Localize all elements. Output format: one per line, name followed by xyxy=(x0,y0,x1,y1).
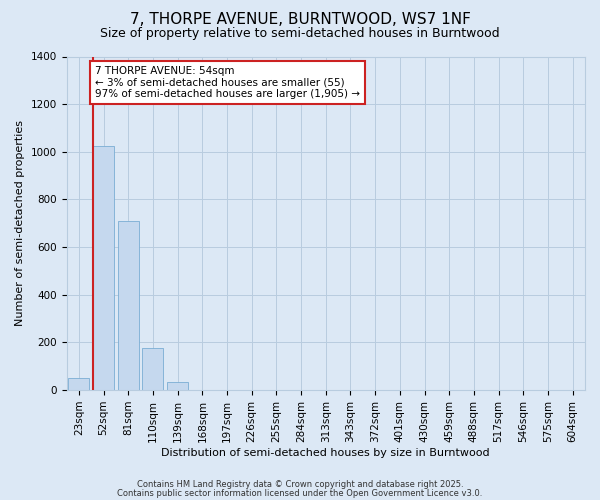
Bar xyxy=(167,382,188,390)
Bar xyxy=(142,348,163,390)
Text: 7, THORPE AVENUE, BURNTWOOD, WS7 1NF: 7, THORPE AVENUE, BURNTWOOD, WS7 1NF xyxy=(130,12,470,28)
X-axis label: Distribution of semi-detached houses by size in Burntwood: Distribution of semi-detached houses by … xyxy=(161,448,490,458)
Text: Contains public sector information licensed under the Open Government Licence v3: Contains public sector information licen… xyxy=(118,488,482,498)
Text: Size of property relative to semi-detached houses in Burntwood: Size of property relative to semi-detach… xyxy=(100,28,500,40)
Text: 7 THORPE AVENUE: 54sqm
← 3% of semi-detached houses are smaller (55)
97% of semi: 7 THORPE AVENUE: 54sqm ← 3% of semi-deta… xyxy=(95,66,360,99)
Bar xyxy=(93,146,114,390)
Y-axis label: Number of semi-detached properties: Number of semi-detached properties xyxy=(15,120,25,326)
Bar xyxy=(68,378,89,390)
Bar xyxy=(118,221,139,390)
Text: Contains HM Land Registry data © Crown copyright and database right 2025.: Contains HM Land Registry data © Crown c… xyxy=(137,480,463,489)
